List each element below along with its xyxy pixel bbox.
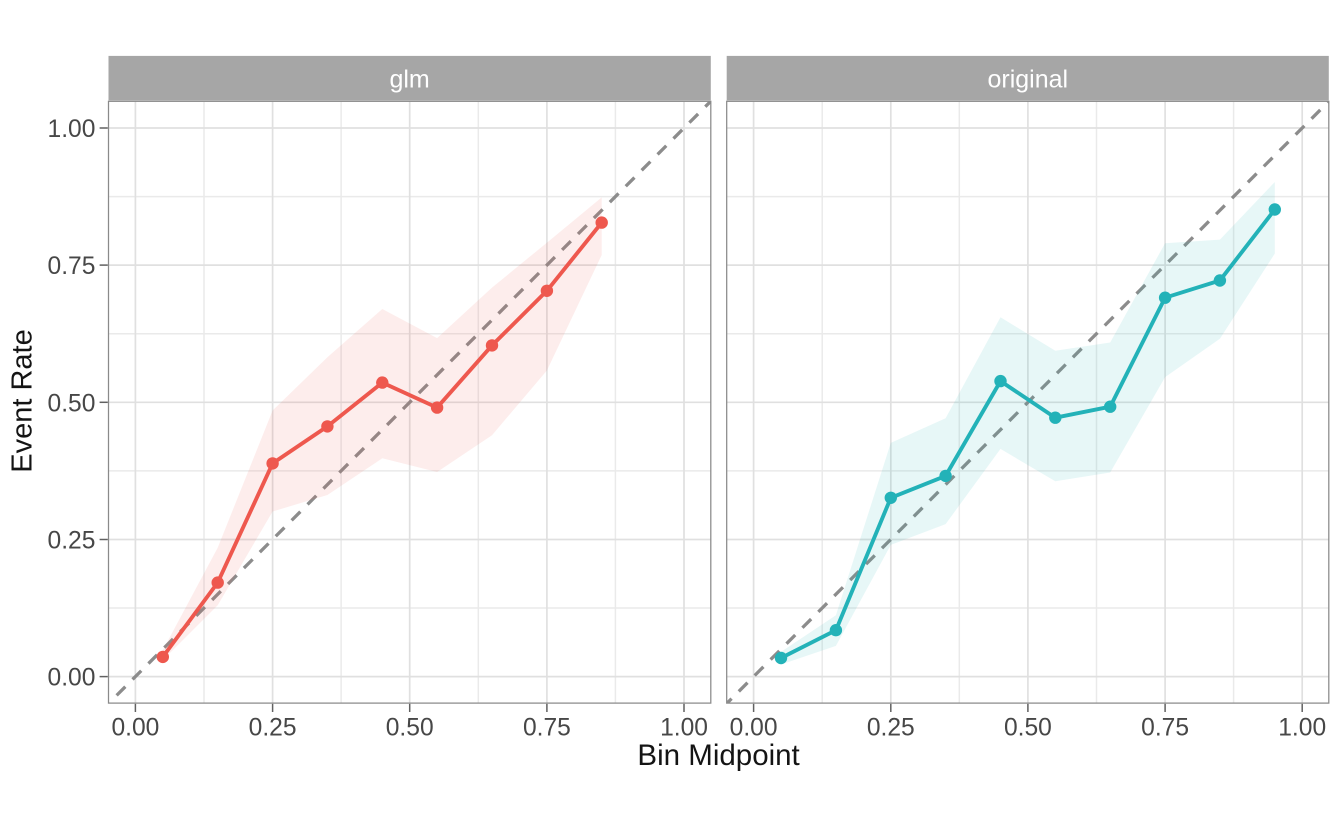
svg-text:0.25: 0.25 <box>867 715 915 742</box>
svg-text:original: original <box>987 66 1068 94</box>
svg-text:0.25: 0.25 <box>249 715 297 742</box>
svg-text:1.00: 1.00 <box>660 715 708 742</box>
svg-text:1.00: 1.00 <box>48 116 96 143</box>
svg-text:Bin Midpoint: Bin Midpoint <box>637 739 799 772</box>
svg-text:0.00: 0.00 <box>111 715 159 742</box>
svg-text:0.75: 0.75 <box>1141 715 1189 742</box>
svg-text:Event Rate: Event Rate <box>6 329 38 472</box>
svg-text:1.00: 1.00 <box>1278 715 1326 742</box>
svg-text:0.50: 0.50 <box>386 715 434 742</box>
svg-text:0.25: 0.25 <box>48 528 96 555</box>
svg-text:glm: glm <box>389 66 429 94</box>
svg-text:0.50: 0.50 <box>1004 715 1052 742</box>
svg-text:0.75: 0.75 <box>523 715 571 742</box>
svg-text:0.00: 0.00 <box>730 715 778 742</box>
svg-text:0.50: 0.50 <box>48 390 96 417</box>
svg-text:0.00: 0.00 <box>48 665 96 692</box>
svg-text:0.75: 0.75 <box>48 253 96 280</box>
